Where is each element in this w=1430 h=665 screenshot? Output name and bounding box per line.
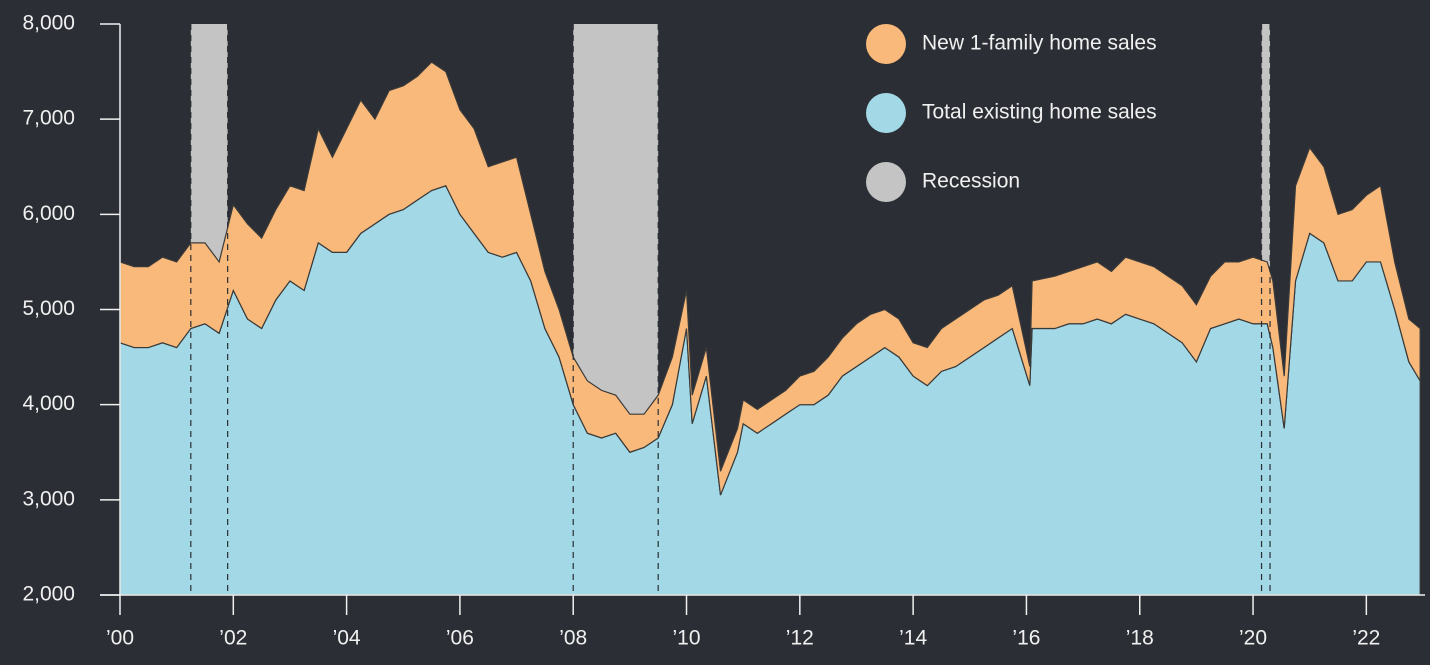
legend-swatch: [866, 93, 906, 133]
x-tick-label: ’12: [786, 627, 814, 650]
y-tick-label: 7,000: [22, 107, 75, 130]
y-tick-label: 3,000: [22, 487, 75, 510]
area: [119, 61, 1421, 496]
x-tick-label: ’10: [673, 627, 701, 650]
x-tick-label: ’22: [1352, 627, 1380, 650]
y-tick-label: 4,000: [22, 392, 75, 415]
x-tick-label: ’08: [559, 627, 587, 650]
legend-label: New 1-family home sales: [922, 32, 1157, 55]
x-tick-label: ’20: [1239, 627, 1267, 650]
x-tick-label: ’02: [219, 627, 247, 650]
x-tick-label: ’06: [446, 627, 474, 650]
x-tick-label: ’16: [1012, 627, 1040, 650]
x-tick-label: ’00: [106, 627, 134, 650]
legend-swatch: [866, 162, 906, 202]
y-tick-label: 8,000: [22, 12, 75, 35]
y-tick-label: 2,000: [22, 583, 75, 606]
x-tick-label: ’04: [333, 627, 361, 650]
legend-label: Total existing home sales: [922, 101, 1157, 124]
y-tick-label: 6,000: [22, 202, 75, 225]
legend-swatch: [866, 24, 906, 64]
y-tick-label: 5,000: [22, 297, 75, 320]
x-tick-label: ’18: [1126, 627, 1154, 650]
legend-label: Recession: [922, 170, 1020, 193]
x-tick-label: ’14: [899, 627, 927, 650]
